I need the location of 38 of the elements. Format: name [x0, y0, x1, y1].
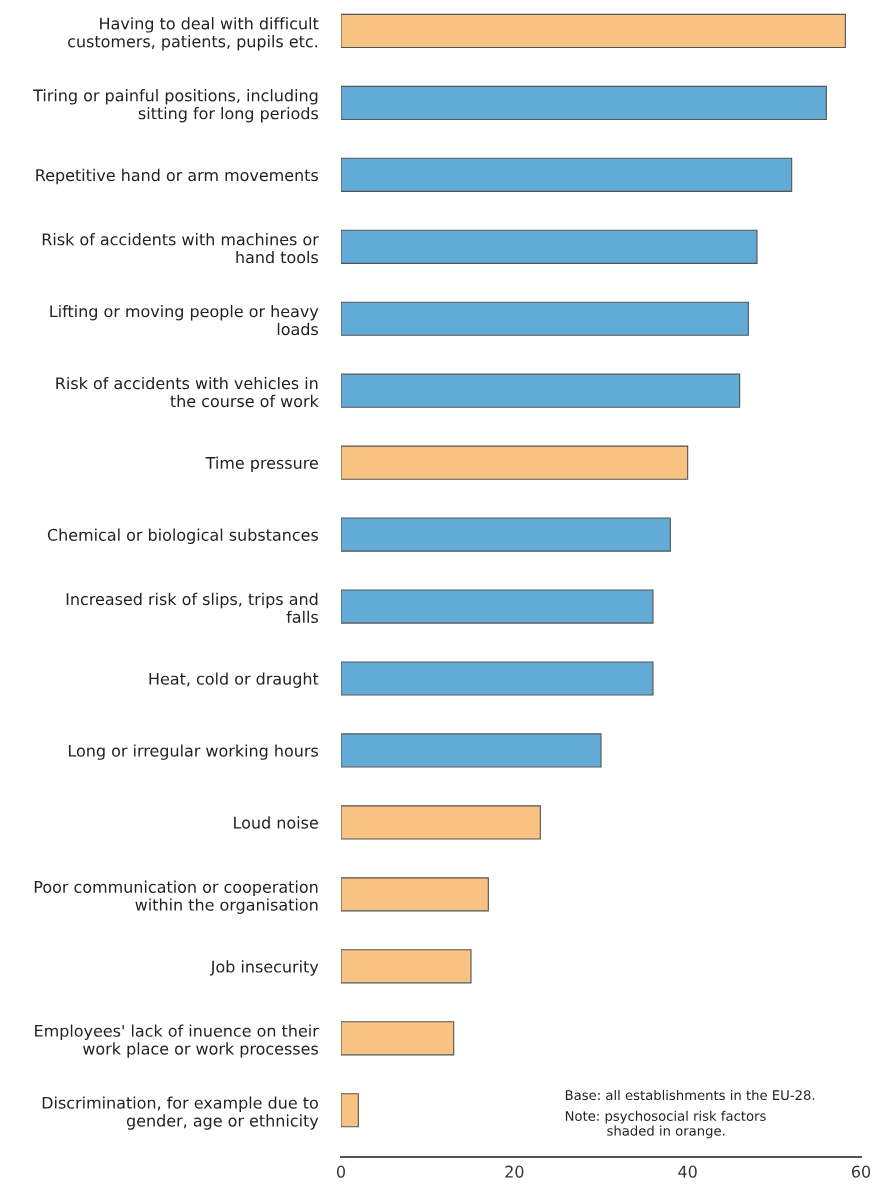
y-tick-label: Risk of accidents with vehicles in the course of work	[56, 376, 319, 408]
x-tick-label: 60	[851, 1165, 871, 1178]
bar	[341, 373, 741, 408]
y-tick-label: Discrimination, for example due to gender, age or ethnicity	[42, 1096, 319, 1130]
annotation: Base: all establishments in the EU-28.	[565, 1089, 815, 1101]
y-tick-label: Increased risk of slips, trips and falls	[66, 592, 318, 624]
y-tick-label: Lifting or moving people or heavy loads	[50, 304, 319, 336]
bar	[341, 877, 489, 912]
x-tick-label: 0	[336, 1165, 346, 1178]
y-tick-label: Tiring or painful positions, including sitting for long periods	[33, 89, 318, 123]
y-tick-label: Time pressure	[205, 456, 318, 473]
y-tick-label: Repetitive hand or arm movements	[36, 168, 318, 185]
bar	[341, 589, 654, 624]
y-tick-label: Loud noise	[234, 816, 318, 829]
y-tick-label: Risk of accidents with machines or hand tools	[42, 233, 319, 264]
y-tick-label: Chemical or biological substances	[47, 528, 318, 544]
annotation: Note: psychosocial risk factors shaded in orange.	[565, 1110, 766, 1139]
bar	[341, 85, 827, 120]
y-tick-label: Having to deal with difficult customers, patients, pupils etc.	[68, 17, 319, 51]
y-tick-label: Long or irregular working hours	[68, 744, 318, 760]
bar	[341, 733, 602, 768]
y-tick-label: Employees' lack of inuence on their work place or work processes	[35, 1024, 319, 1058]
x-tick-label: 20	[505, 1165, 524, 1178]
y-tick-label: Heat, cold or draught	[149, 672, 319, 688]
bar	[341, 661, 654, 696]
bar	[341, 805, 541, 840]
bar	[341, 157, 793, 192]
y-tick-label: Poor communication or cooperation within the organisation	[34, 880, 318, 914]
bar	[341, 301, 749, 336]
bar	[341, 229, 758, 264]
y-tick-label: Job insecurity	[209, 960, 319, 976]
bar	[341, 949, 472, 984]
bar	[341, 13, 846, 49]
bar	[341, 1093, 359, 1128]
x-tick-label: 40	[678, 1165, 697, 1178]
bar	[341, 517, 671, 552]
bar	[341, 445, 689, 480]
bar	[341, 1021, 455, 1056]
